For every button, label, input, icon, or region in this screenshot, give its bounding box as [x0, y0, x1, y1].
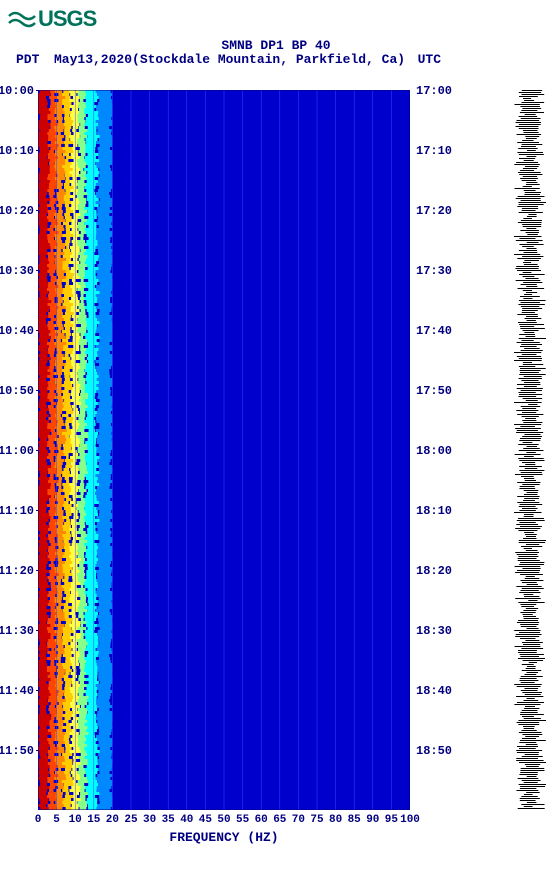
y-left-tick: 10:30	[0, 264, 34, 278]
chart-title: SMNB DP1 BP 40	[0, 38, 552, 53]
x-tick: 100	[400, 814, 420, 826]
x-tick: 95	[385, 814, 398, 826]
x-tick: 85	[348, 814, 361, 826]
y-left-tick: 11:50	[0, 744, 34, 758]
y-right-tick: 18:20	[416, 564, 452, 578]
logo-text: USGS	[38, 6, 96, 32]
y-left-tick: 10:10	[0, 144, 34, 158]
y-right-tick: 17:30	[416, 264, 452, 278]
x-tick: 55	[236, 814, 249, 826]
y-right-tick: 17:40	[416, 324, 452, 338]
x-tick: 5	[53, 814, 60, 826]
right-timezone-label: UTC	[418, 52, 441, 67]
y-left-tick: 11:00	[0, 444, 34, 458]
y-left-tick: 11:20	[0, 564, 34, 578]
y-left-tick: 10:40	[0, 324, 34, 338]
x-tick: 15	[87, 814, 100, 826]
x-tick: 70	[292, 814, 305, 826]
spectrogram-svg	[38, 90, 410, 810]
x-tick: 30	[143, 814, 156, 826]
y-axis-right: 17:00 17:10 17:20 17:30 17:40 17:50 18:00 18:10…	[412, 86, 452, 814]
y-left-tick: 11:10	[0, 504, 34, 518]
x-tick: 60	[255, 814, 268, 826]
y-right-tick: 18:40	[416, 684, 452, 698]
wave-icon	[8, 8, 36, 30]
x-tick: 45	[199, 814, 212, 826]
x-axis: 0510152025303540455055606570758085909510…	[38, 814, 410, 830]
y-right-tick: 18:50	[416, 744, 452, 758]
y-left-tick: 10:00	[0, 84, 34, 98]
y-right-tick: 17:50	[416, 384, 452, 398]
x-tick: 0	[35, 814, 42, 826]
y-right-tick: 17:10	[416, 144, 452, 158]
x-tick: 80	[329, 814, 342, 826]
x-axis-label: FREQUENCY (HZ)	[38, 830, 410, 845]
waveform-strip	[514, 90, 546, 810]
x-tick: 35	[162, 814, 175, 826]
date-location-label: May13,2020(Stockdale Mountain, Parkfield…	[54, 52, 405, 67]
y-right-tick: 18:00	[416, 444, 452, 458]
y-left-tick: 10:20	[0, 204, 34, 218]
x-tick: 20	[106, 814, 119, 826]
y-right-tick: 18:10	[416, 504, 452, 518]
y-right-tick: 17:20	[416, 204, 452, 218]
y-axis-left: 10:00 10:10 10:20 10:30 10:40 10:50 11:00 11:10…	[0, 86, 36, 814]
left-timezone-label: PDT	[16, 52, 39, 67]
x-tick: 10	[69, 814, 82, 826]
y-right-tick: 18:30	[416, 624, 452, 638]
y-left-tick: 11:30	[0, 624, 34, 638]
x-tick: 65	[273, 814, 286, 826]
y-left-tick: 10:50	[0, 384, 34, 398]
y-right-tick: 17:00	[416, 84, 452, 98]
usgs-logo: USGS	[8, 6, 96, 32]
x-tick: 90	[366, 814, 379, 826]
x-tick: 25	[124, 814, 137, 826]
x-tick: 75	[310, 814, 323, 826]
x-tick: 40	[180, 814, 193, 826]
y-left-tick: 11:40	[0, 684, 34, 698]
x-tick: 50	[217, 814, 230, 826]
spectrogram-plot	[38, 90, 410, 810]
